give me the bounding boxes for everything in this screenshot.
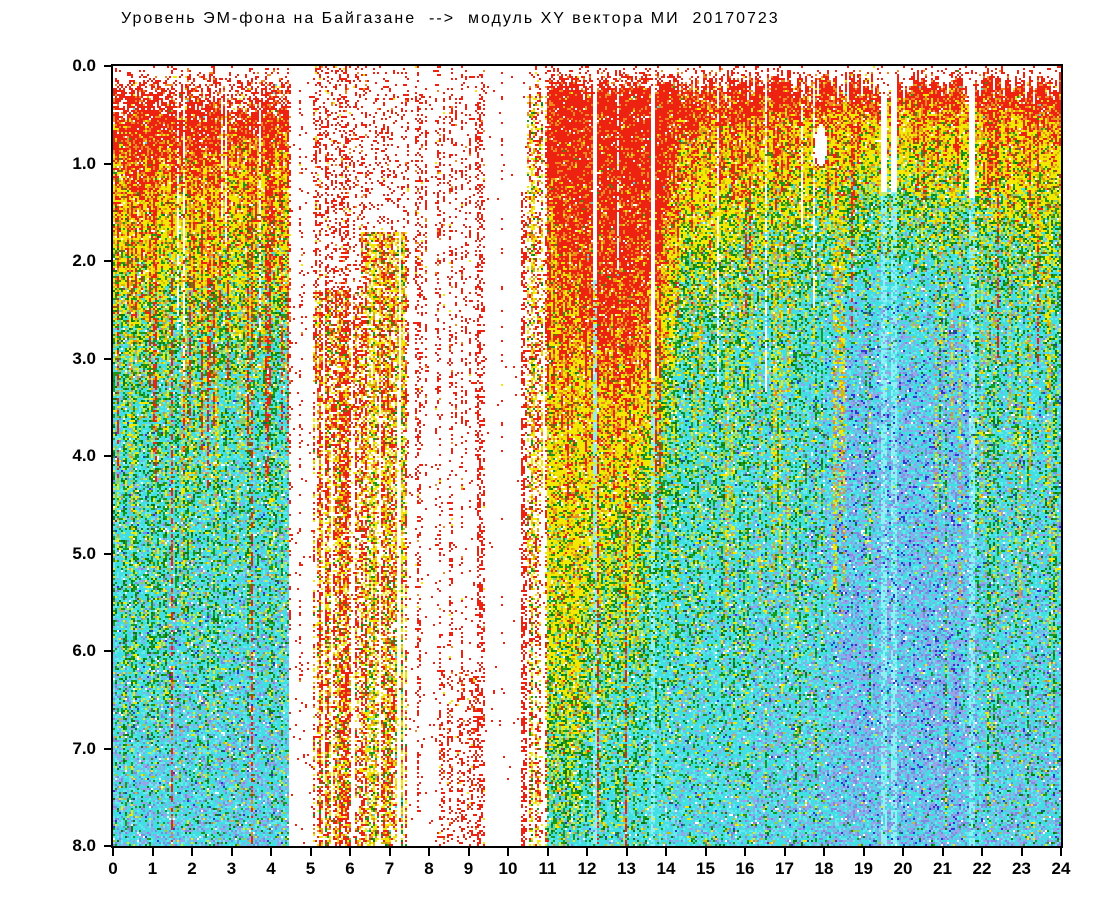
y-tick xyxy=(104,65,113,67)
y-tick xyxy=(104,552,113,555)
x-tick-label: 21 xyxy=(933,859,952,878)
x-tick-label: 24 xyxy=(1051,859,1071,878)
x-tick-label: 15 xyxy=(696,859,715,878)
x-tick xyxy=(428,848,430,856)
y-tick-label: 8.0 xyxy=(72,836,96,855)
x-tick-label: 4 xyxy=(266,859,276,878)
y-tick xyxy=(104,747,113,750)
x-tick-label: 19 xyxy=(854,859,873,878)
y-tick xyxy=(104,260,113,262)
x-tick xyxy=(467,848,470,856)
y-tick xyxy=(104,845,113,847)
x-tick-label: 10 xyxy=(498,859,518,878)
x-tick xyxy=(704,848,707,856)
x-tick-label: 23 xyxy=(1012,859,1031,878)
x-tick xyxy=(902,848,904,856)
x-tick-label: 17 xyxy=(775,859,794,878)
x-tick xyxy=(112,848,114,856)
x-tick xyxy=(586,848,588,856)
x-tick-label: 11 xyxy=(538,859,557,878)
y-tick-label: 3.0 xyxy=(72,348,96,368)
x-tick-label: 20 xyxy=(893,859,913,878)
x-tick xyxy=(230,848,233,856)
x-tick xyxy=(507,848,509,856)
x-tick xyxy=(546,848,549,856)
x-tick xyxy=(783,848,786,856)
x-tick xyxy=(388,848,391,856)
x-tick-label: 8 xyxy=(424,859,434,878)
x-tick-label: 22 xyxy=(972,859,992,878)
x-tick-label: 0 xyxy=(108,859,118,878)
y-tick-label: 4.0 xyxy=(72,446,96,465)
x-tick-label: 3 xyxy=(226,859,237,878)
plot-area xyxy=(111,64,1063,848)
x-tick xyxy=(151,848,154,856)
y-tick xyxy=(104,162,113,165)
x-tick-label: 9 xyxy=(463,859,474,878)
spectrogram-canvas xyxy=(113,66,1061,846)
x-tick-label: 14 xyxy=(656,859,676,878)
y-tick xyxy=(104,455,113,457)
x-tick-label: 18 xyxy=(814,859,834,878)
x-tick xyxy=(862,848,865,856)
x-tick xyxy=(625,848,628,856)
x-tick-label: 1 xyxy=(147,859,158,878)
x-tick-label: 7 xyxy=(384,859,395,878)
x-tick-label: 12 xyxy=(577,859,597,878)
x-tick xyxy=(823,848,825,856)
x-tick-label: 2 xyxy=(187,859,197,878)
y-tick xyxy=(104,357,113,360)
x-tick xyxy=(309,848,312,856)
chart-title: Уровень ЭМ-фона на Байгазане --> модуль … xyxy=(121,10,780,27)
y-tick-label: 2.0 xyxy=(72,251,96,270)
x-tick-label: 6 xyxy=(345,859,355,878)
y-tick-label: 5.0 xyxy=(72,543,96,563)
x-tick-label: 13 xyxy=(617,859,636,878)
x-tick xyxy=(270,848,272,856)
y-tick-label: 1.0 xyxy=(72,153,96,173)
x-tick xyxy=(744,848,746,856)
x-tick-label: 16 xyxy=(735,859,755,878)
x-tick-label: 5 xyxy=(305,859,316,878)
y-tick-label: 0.0 xyxy=(72,56,96,75)
x-tick xyxy=(349,848,351,856)
y-tick-label: 7.0 xyxy=(72,738,96,758)
y-tick xyxy=(104,650,113,652)
x-tick xyxy=(1020,848,1023,856)
y-tick-label: 6.0 xyxy=(72,641,96,660)
x-tick xyxy=(191,848,193,856)
x-tick xyxy=(981,848,983,856)
x-tick xyxy=(941,848,944,856)
x-tick xyxy=(665,848,667,856)
x-tick xyxy=(1060,848,1062,856)
